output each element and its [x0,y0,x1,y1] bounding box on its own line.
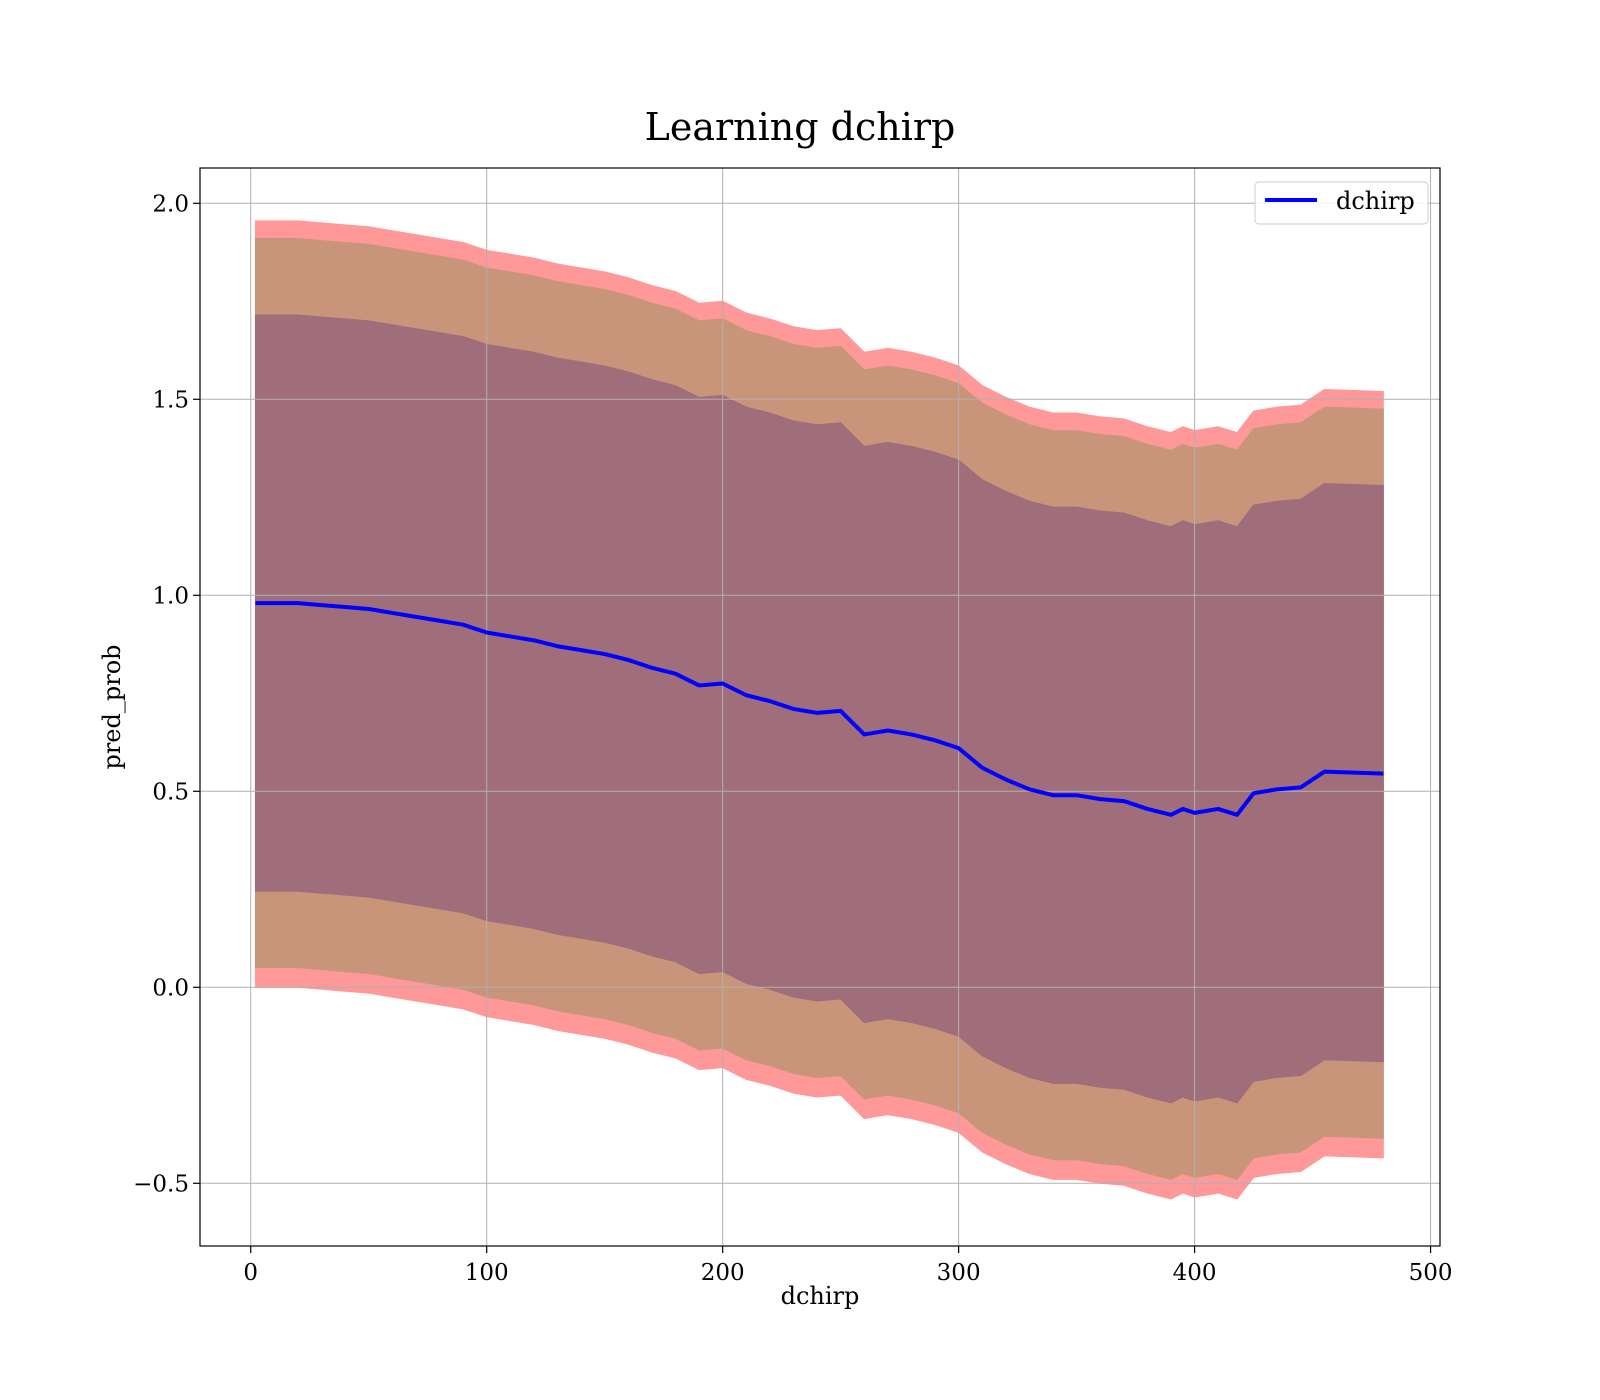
plot-area [199,167,1441,1247]
grid-lines [200,168,1440,1246]
confidence-bands [254,220,1384,1200]
band-inner [254,314,1384,1104]
y-axis-label: pred_prob [98,644,126,769]
y-tick-label: 1.5 [152,387,189,413]
x-axis-ticks: 0 100 200 300 400 500 [243,1246,1453,1286]
y-axis-ticks: −0.5 0.0 0.5 1.0 1.5 2.0 [133,191,200,1197]
legend-entry-dchirp: dchirp [1336,187,1415,215]
x-tick-label: 300 [937,1260,981,1286]
chart-title: Learning dchirp [645,105,956,149]
series-line-dchirp [255,601,1384,817]
x-axis-label: dchirp [781,1282,860,1310]
y-tick-label: 1.0 [152,583,189,609]
x-tick-label: 500 [1409,1260,1453,1286]
x-tick-label: 0 [243,1260,258,1286]
y-tick-label: −0.5 [133,1171,189,1197]
series-lines [255,601,1384,817]
y-tick-label: 2.0 [152,191,189,217]
y-tick-label: 0.0 [152,975,189,1001]
legend: dchirp [1254,181,1429,225]
y-tick-label: 0.5 [152,779,189,805]
x-tick-label: 100 [465,1260,509,1286]
legend-box [1254,181,1429,225]
plot-frame [199,167,1441,1247]
x-tick-label: 400 [1173,1260,1217,1286]
x-tick-label: 200 [701,1260,745,1286]
